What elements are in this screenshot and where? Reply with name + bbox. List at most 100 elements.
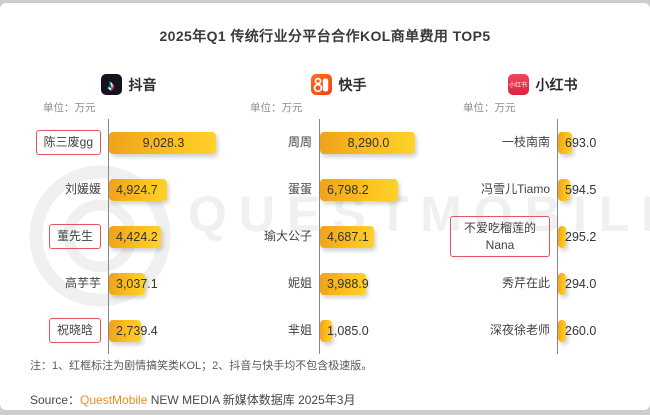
platform-column-xiaohongshu: 小红书 小红书 单位：万元 一枝南南 693.0 冯雪儿Tiamo 594.5 … bbox=[445, 71, 640, 354]
kol-bar-cell: 2,739.4 bbox=[108, 307, 232, 354]
kol-label-cell: 高芋芋 bbox=[25, 275, 108, 292]
douyin-icon: ♪ bbox=[100, 74, 122, 95]
kol-value: 8,290.0 bbox=[347, 135, 390, 150]
kol-name: 深夜徐老师 bbox=[489, 323, 550, 338]
bar-chart-xiaohongshu: 一枝南南 693.0 冯雪儿Tiamo 594.5 不爱吃榴莲的Nana 295… bbox=[445, 119, 640, 354]
kol-value: 1,085.0 bbox=[327, 323, 369, 338]
platform-name: 快手 bbox=[338, 76, 367, 93]
kol-name: 蛋蛋 bbox=[287, 182, 312, 197]
kol-row: 董先生 4,424.2 bbox=[25, 213, 232, 260]
kol-label-cell: 刘媛媛 bbox=[25, 181, 108, 198]
kol-label-cell: 深夜徐老师 bbox=[445, 322, 557, 339]
kol-bar-cell: 294.0 bbox=[557, 260, 640, 307]
kol-value: 4,924.7 bbox=[116, 182, 158, 197]
kol-value: 4,687.1 bbox=[327, 229, 369, 244]
kol-bar bbox=[558, 272, 566, 295]
kol-value: 260.0 bbox=[565, 323, 597, 338]
kol-name: 陈三废gg bbox=[35, 130, 101, 155]
kol-row: 芈姐 1,085.0 bbox=[232, 307, 445, 354]
source-brand: QuestMobile bbox=[80, 393, 148, 407]
kol-bar-cell: 260.0 bbox=[557, 307, 640, 354]
kol-row: 秀芹在此 294.0 bbox=[445, 260, 640, 307]
kol-bar bbox=[320, 131, 415, 154]
footnote: 注：1、红框标注为剧情搞笑类KOL；2、抖音与快手均不包含极速版。 bbox=[30, 360, 373, 372]
unit-label: 单位：万元 bbox=[250, 102, 303, 114]
platform-column-douyin: ♪ 抖音 单位：万元 陈三废gg 9,028.3 刘媛媛 4,924.7 董先生… bbox=[25, 71, 232, 354]
platform-header-xiaohongshu: 小红书 小红书 bbox=[445, 71, 640, 98]
kol-value: 693.0 bbox=[565, 135, 597, 150]
kol-name: 刘媛媛 bbox=[64, 182, 101, 197]
kol-bar-cell: 4,924.7 bbox=[108, 166, 232, 213]
kol-name: 高芋芋 bbox=[64, 276, 101, 291]
kol-bar bbox=[320, 178, 398, 201]
kol-bar bbox=[558, 319, 566, 342]
page-title: 2025年Q1 传统行业分平台合作KOL商单费用 TOP5 bbox=[159, 28, 491, 44]
kol-name: 冯雪儿Tiamo bbox=[481, 182, 550, 197]
kol-row: 妮姐 3,988.9 bbox=[232, 260, 445, 307]
kol-name: 祝晓晗 bbox=[48, 318, 101, 343]
kol-row: 不爱吃榴莲的Nana 295.2 bbox=[445, 213, 640, 260]
kol-bar bbox=[109, 319, 141, 342]
platform-name: 小红书 bbox=[535, 76, 578, 93]
kol-bar-cell: 4,424.2 bbox=[108, 213, 232, 260]
kol-name: 芈姐 bbox=[287, 323, 312, 338]
platform-columns: ♪ 抖音 单位：万元 陈三废gg 9,028.3 刘媛媛 4,924.7 董先生… bbox=[25, 71, 640, 354]
kol-bar-cell: 6,798.2 bbox=[319, 166, 445, 213]
kol-label-cell: 蛋蛋 bbox=[232, 181, 319, 198]
kol-bar bbox=[558, 178, 570, 201]
kol-value: 295.2 bbox=[565, 229, 597, 244]
kol-value: 3,037.1 bbox=[116, 276, 158, 291]
unit-label: 单位：万元 bbox=[463, 102, 516, 114]
platform-column-kuaishou: 快手 单位：万元 周周 8,290.0 蛋蛋 6,798.2 瑜大公子 4,68… bbox=[232, 71, 445, 354]
kol-bar-cell: 9,028.3 bbox=[108, 119, 232, 166]
kuaishou-icon bbox=[310, 74, 332, 95]
kol-row: 一枝南南 693.0 bbox=[445, 119, 640, 166]
kol-bar-cell: 1,085.0 bbox=[319, 307, 445, 354]
kol-bar bbox=[558, 225, 566, 248]
kol-label-cell: 陈三废gg bbox=[25, 130, 108, 155]
kol-label-cell: 周周 bbox=[232, 134, 319, 151]
kol-value: 6,798.2 bbox=[327, 182, 369, 197]
kol-label-cell: 董先生 bbox=[25, 224, 108, 249]
kol-bar-cell: 3,988.9 bbox=[319, 260, 445, 307]
kol-label-cell: 祝晓晗 bbox=[25, 318, 108, 343]
kol-bar bbox=[558, 131, 572, 154]
kol-value: 294.0 bbox=[565, 276, 597, 291]
unit-label: 单位：万元 bbox=[43, 102, 96, 114]
kol-bar-cell: 295.2 bbox=[557, 213, 640, 260]
source-line: Source：QuestMobile NEW MEDIA 新媒体数据库 2025… bbox=[30, 391, 355, 408]
kol-bar bbox=[320, 225, 374, 248]
kol-row: 深夜徐老师 260.0 bbox=[445, 307, 640, 354]
platform-header-kuaishou: 快手 bbox=[232, 71, 445, 98]
kol-label-cell: 秀芹在此 bbox=[445, 275, 557, 292]
kol-bar bbox=[320, 319, 332, 342]
kol-bar-cell: 693.0 bbox=[557, 119, 640, 166]
kol-name: 秀芹在此 bbox=[501, 276, 550, 291]
bar-chart-douyin: 陈三废gg 9,028.3 刘媛媛 4,924.7 董先生 4,424.2 高芋… bbox=[25, 119, 232, 354]
kol-bar-cell: 4,687.1 bbox=[319, 213, 445, 260]
kol-label-cell: 妮姐 bbox=[232, 275, 319, 292]
report-card: QUESTMOBILE 2025年Q1 传统行业分平台合作KOL商单费用 TOP… bbox=[0, 3, 650, 410]
kol-name: 董先生 bbox=[48, 224, 101, 249]
kol-row: 冯雪儿Tiamo 594.5 bbox=[445, 166, 640, 213]
kol-row: 刘媛媛 4,924.7 bbox=[25, 166, 232, 213]
kol-label-cell: 芈姐 bbox=[232, 322, 319, 339]
kol-bar bbox=[109, 131, 216, 154]
kol-bar bbox=[320, 272, 366, 295]
kol-name: 周周 bbox=[287, 135, 312, 150]
kol-label-cell: 冯雪儿Tiamo bbox=[445, 181, 557, 198]
kol-bar-cell: 594.5 bbox=[557, 166, 640, 213]
kol-name: 瑜大公子 bbox=[263, 229, 312, 244]
source-label: Source： bbox=[30, 393, 81, 407]
kol-name: 不爱吃榴莲的Nana bbox=[450, 215, 550, 258]
kol-row: 蛋蛋 6,798.2 bbox=[232, 166, 445, 213]
kol-value: 3,988.9 bbox=[327, 276, 369, 291]
xiaohongshu-icon: 小红书 bbox=[507, 74, 529, 95]
kol-row: 祝晓晗 2,739.4 bbox=[25, 307, 232, 354]
kol-label-cell: 瑜大公子 bbox=[232, 228, 319, 245]
kol-row: 陈三废gg 9,028.3 bbox=[25, 119, 232, 166]
kol-value: 9,028.3 bbox=[142, 135, 185, 150]
kol-bar-cell: 8,290.0 bbox=[319, 119, 445, 166]
bar-chart-kuaishou: 周周 8,290.0 蛋蛋 6,798.2 瑜大公子 4,687.1 妮姐 3 bbox=[232, 119, 445, 354]
kol-value: 2,739.4 bbox=[116, 323, 158, 338]
